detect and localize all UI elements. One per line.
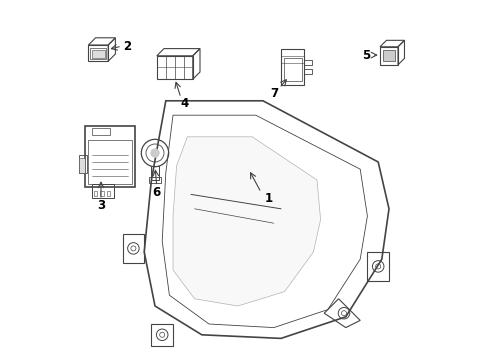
Bar (92, 128, 110, 135)
Text: 3: 3 (97, 199, 105, 212)
Bar (88, 140, 132, 184)
Text: 7: 7 (270, 87, 279, 100)
Bar (88, 45, 108, 61)
Bar (157, 56, 193, 79)
Polygon shape (173, 137, 320, 306)
Bar (79, 158, 85, 173)
Text: 1: 1 (264, 192, 272, 205)
Bar (304, 69, 312, 74)
Bar (85, 126, 135, 187)
Bar (281, 49, 304, 85)
Bar (90, 48, 106, 59)
Circle shape (151, 149, 159, 157)
Text: 2: 2 (123, 40, 131, 53)
Bar (100, 191, 104, 196)
Bar (304, 60, 312, 65)
Bar (383, 50, 395, 61)
Bar (284, 58, 302, 81)
Text: 4: 4 (180, 97, 189, 110)
Text: 5: 5 (362, 49, 370, 62)
Bar (94, 191, 98, 196)
Bar (151, 166, 159, 180)
Bar (380, 47, 398, 65)
Bar (92, 184, 114, 198)
Bar (148, 177, 162, 183)
Bar (92, 50, 104, 58)
Bar (107, 191, 110, 196)
Bar (79, 155, 87, 173)
Text: 6: 6 (153, 186, 161, 199)
